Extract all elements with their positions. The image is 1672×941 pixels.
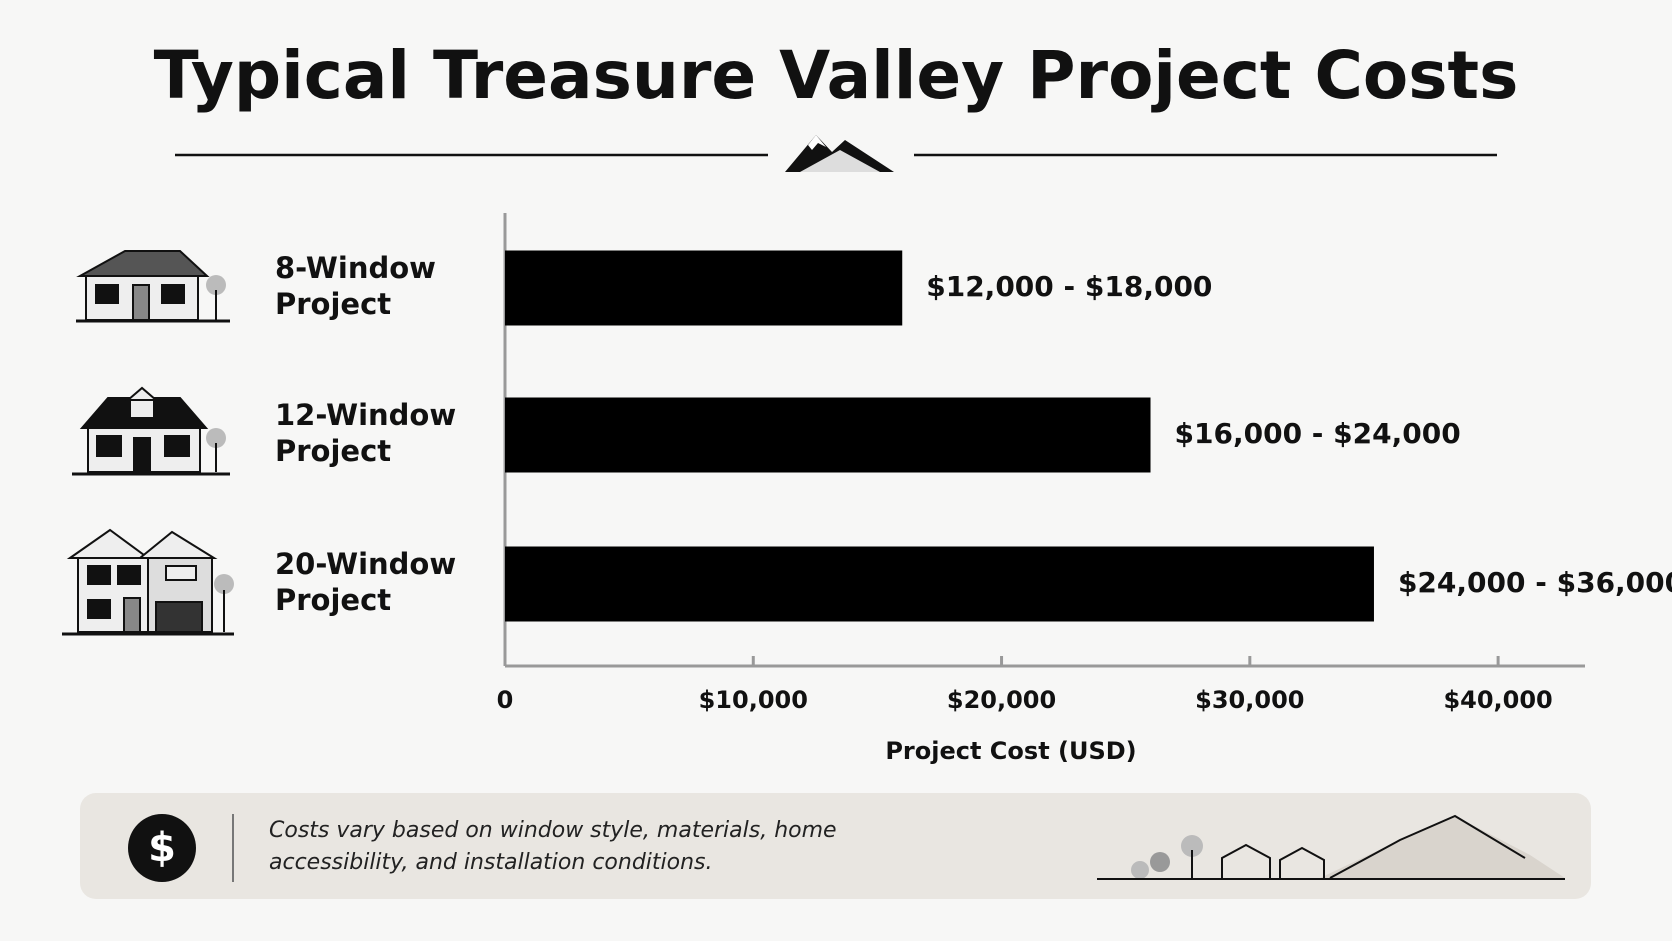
- bar: [505, 397, 1151, 473]
- house-icon: [62, 528, 234, 636]
- x-tick-label: $40,000: [1443, 686, 1552, 714]
- chart-title: Typical Treasure Valley Project Costs: [154, 37, 1519, 114]
- mountain-icon: [785, 135, 894, 172]
- footnote: Costs vary based on window style, materi…: [269, 818, 837, 875]
- x-tick-label: 0: [497, 686, 514, 714]
- footer-box: [80, 793, 1591, 899]
- range-label: $16,000 - $24,000: [1175, 417, 1461, 450]
- bar: [505, 546, 1374, 622]
- dollar-icon: [128, 814, 196, 882]
- range-label: $12,000 - $18,000: [926, 270, 1212, 303]
- bar: [505, 250, 903, 326]
- house-icon: [76, 250, 230, 323]
- category-label: 8-Window Project: [275, 251, 436, 321]
- category-label: 20-Window Project: [275, 547, 457, 617]
- category-label: 12-Window Project: [275, 398, 457, 468]
- x-tick-label: $10,000: [699, 686, 808, 714]
- house-icon: [72, 386, 230, 476]
- x-tick-label: $30,000: [1195, 686, 1304, 714]
- x-tick-label: $20,000: [947, 686, 1056, 714]
- range-label: $24,000 - $36,000: [1398, 566, 1672, 599]
- footer-landscape: [1097, 814, 1565, 880]
- dollar-sign: $: [148, 825, 176, 871]
- x-axis-label: Project Cost (USD): [885, 737, 1136, 765]
